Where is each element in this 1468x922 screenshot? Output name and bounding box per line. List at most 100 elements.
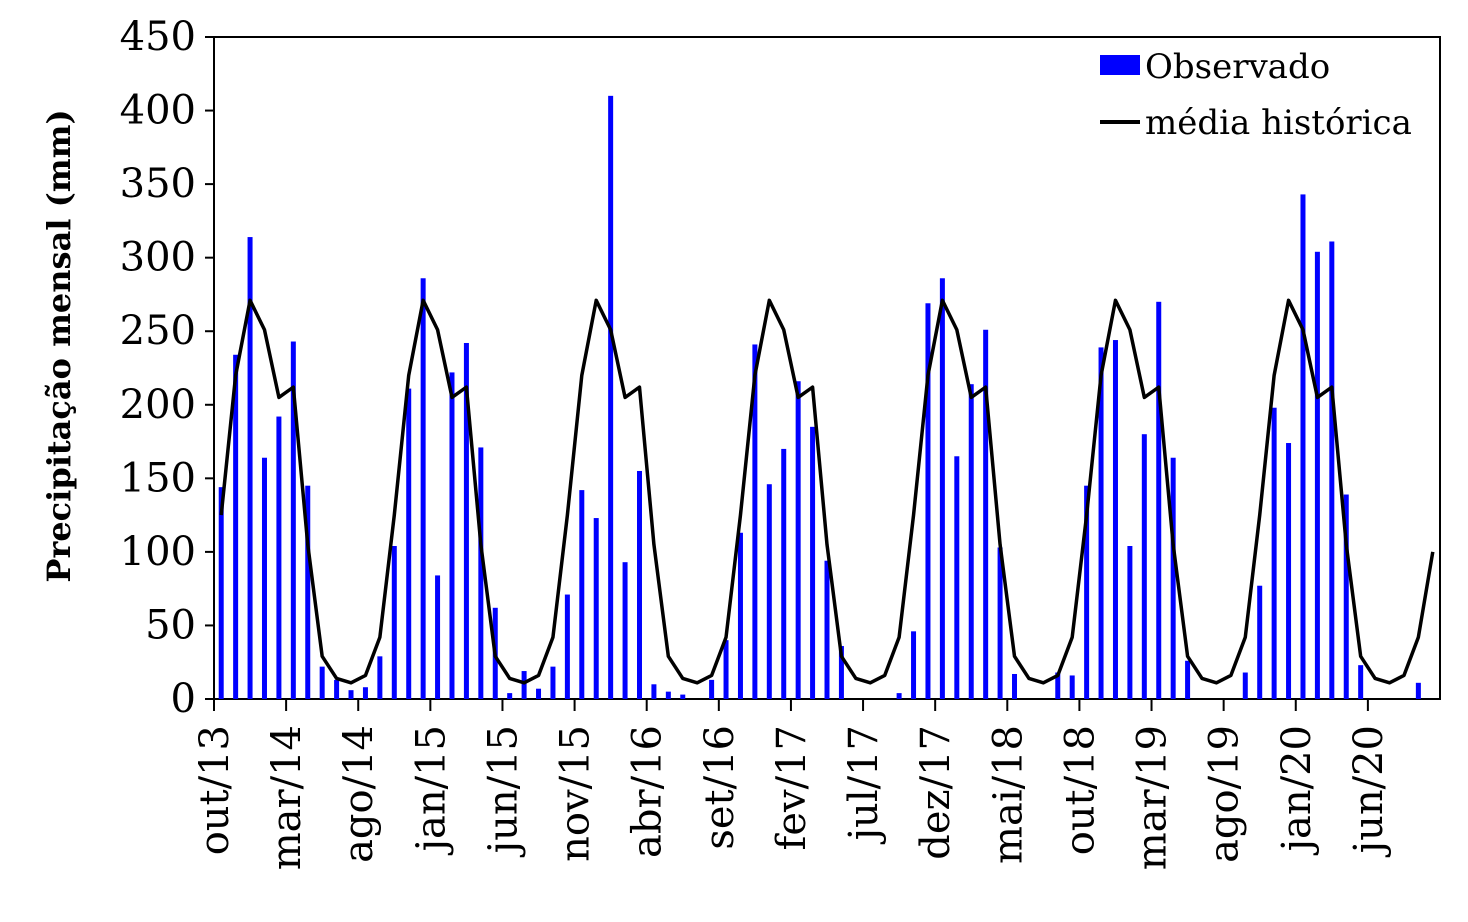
observed-bar: [1343, 494, 1349, 699]
observed-bar: [507, 693, 513, 699]
observed-bar: [968, 384, 974, 699]
x-tick-label: mar/14: [264, 725, 310, 870]
y-tick-label: 150: [120, 455, 196, 501]
observed-bar: [838, 646, 844, 699]
observed-bar: [896, 693, 902, 699]
observed-bar: [1084, 485, 1090, 699]
observed-bar: [997, 547, 1003, 699]
observed-bar: [911, 631, 917, 699]
observed-bar: [579, 490, 585, 699]
observed-bar: [1271, 407, 1277, 699]
observed-bar: [1358, 665, 1364, 699]
x-tick-label: jul/17: [841, 725, 887, 844]
observed-bar: [1012, 673, 1018, 699]
y-tick-label: 300: [120, 235, 196, 281]
observed-bar: [420, 278, 426, 699]
x-tick-label: jun/15: [480, 725, 526, 857]
x-tick-label: out/18: [1057, 725, 1103, 855]
y-tick-label: 250: [120, 308, 196, 354]
observed-bar: [276, 416, 282, 699]
observed-bar: [636, 470, 642, 699]
observed-bar: [1329, 241, 1335, 700]
observed-bar: [723, 640, 729, 699]
observed-bar: [608, 95, 614, 700]
x-tick-label: abr/16: [625, 725, 671, 858]
observed-bar: [593, 518, 599, 699]
x-tick-label: mai/18: [985, 725, 1031, 864]
observed-bar: [377, 656, 383, 699]
observed-bar: [752, 344, 758, 699]
observed-bar: [1242, 672, 1248, 699]
observed-bar: [622, 562, 628, 699]
x-tick-label: jan/15: [408, 725, 454, 855]
observed-bar: [1127, 546, 1133, 699]
x-tick-label: nov/15: [553, 725, 599, 862]
observed-bar: [781, 448, 787, 699]
observed-bar: [1314, 251, 1320, 699]
y-axis: 0 50 100 150 200 250 300 350 400 450: [120, 14, 214, 722]
observed-bar: [954, 456, 960, 699]
x-tick-label: ago/19: [1202, 725, 1248, 863]
observed-bar: [1112, 340, 1118, 699]
observed-bar: [564, 594, 570, 699]
observed-bar: [1257, 585, 1263, 699]
observed-bar: [680, 694, 686, 699]
observed-bar: [939, 278, 945, 699]
observed-bar: [362, 687, 368, 699]
observed-bar: [334, 679, 340, 699]
mean-line-path: [219, 298, 1435, 685]
observed-bar: [766, 484, 772, 699]
observed-bar: [247, 237, 253, 699]
observed-bar: [290, 341, 296, 699]
observed-bars: [218, 95, 1421, 700]
y-tick-label: 0: [171, 676, 196, 722]
observed-bar: [1286, 443, 1292, 699]
x-tick-label: set/16: [697, 725, 743, 850]
observed-bar: [261, 457, 267, 699]
x-tick-label: jun/20: [1346, 725, 1392, 857]
x-tick-label: jan/20: [1274, 725, 1320, 855]
observed-bar: [810, 426, 816, 699]
observed-bar: [1300, 194, 1306, 700]
observed-bar: [348, 690, 354, 699]
y-tick-label: 100: [120, 529, 196, 575]
x-tick-label: mar/19: [1130, 725, 1176, 870]
y-tick-label: 450: [120, 14, 196, 60]
observed-bar: [449, 372, 455, 699]
observed-bar: [1170, 457, 1176, 699]
historical-mean-line: [219, 298, 1435, 685]
observed-bar: [463, 342, 469, 699]
observed-bar: [1069, 675, 1075, 699]
legend-observed-swatch: [1100, 55, 1140, 75]
y-tick-label: 400: [120, 88, 196, 134]
x-tick-label: out/13: [192, 725, 238, 855]
observed-bar: [1415, 682, 1421, 699]
y-tick-label: 350: [120, 161, 196, 207]
observed-bar: [1098, 347, 1104, 699]
observed-bar: [218, 487, 224, 699]
observed-bar: [305, 485, 311, 699]
legend: Observado média histórica: [1100, 47, 1412, 143]
observed-bar: [233, 354, 239, 699]
observed-bar: [478, 447, 484, 699]
observed-bar: [1185, 660, 1191, 699]
observed-bar: [925, 303, 931, 699]
observed-bar: [709, 679, 715, 699]
observed-bar: [824, 560, 830, 699]
observed-bar: [391, 546, 397, 699]
observed-bar: [319, 666, 325, 699]
observed-bar: [521, 671, 527, 699]
legend-mean-label: média histórica: [1145, 103, 1412, 143]
y-tick-label: 200: [120, 382, 196, 428]
y-tick-label: 50: [145, 602, 196, 648]
observed-bar: [536, 688, 542, 699]
x-tick-label: dez/17: [913, 725, 959, 860]
observed-bar: [651, 684, 657, 699]
observed-bar: [737, 532, 743, 699]
legend-observed-label: Observado: [1145, 47, 1330, 87]
y-axis-title: Precipitação mensal (mm): [40, 109, 78, 582]
observed-bar: [1141, 434, 1147, 699]
observed-bar: [406, 388, 412, 699]
observed-bar: [1055, 672, 1061, 699]
